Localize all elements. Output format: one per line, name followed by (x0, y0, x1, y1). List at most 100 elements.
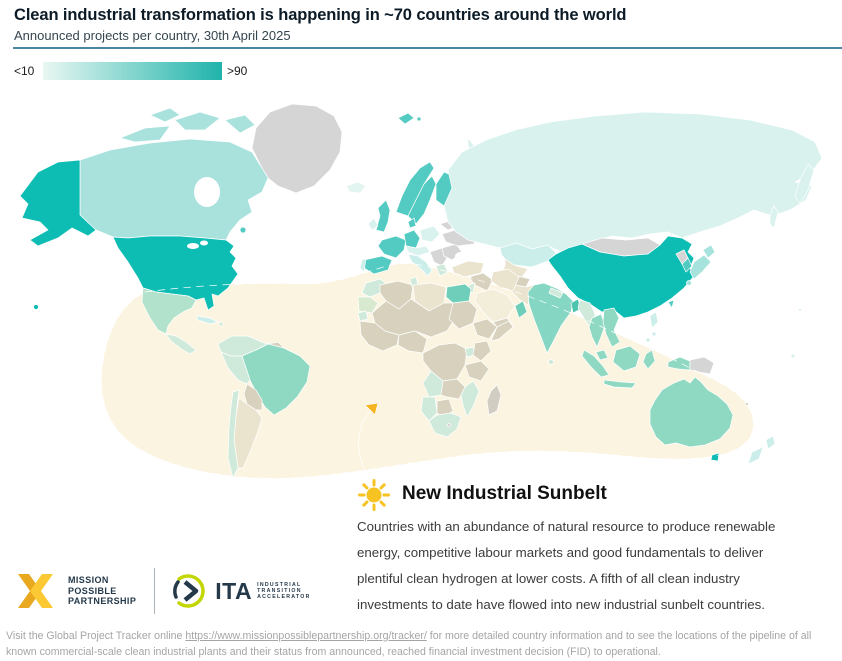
ita-logo-mark (173, 574, 205, 608)
portugal (359, 257, 367, 273)
kenya (472, 340, 492, 362)
chile (227, 389, 240, 479)
country-mexico (141, 287, 197, 335)
philippine-isle (651, 331, 657, 337)
great-lake (187, 243, 199, 249)
footer-after-link: for more detailed country information an… (6, 630, 812, 658)
maritimes-patch (239, 226, 247, 234)
kamchatka (794, 163, 815, 205)
somalia (490, 320, 514, 342)
mpp-line: POSSIBLE (68, 585, 117, 596)
tasmania (710, 452, 720, 462)
philippine-isle (645, 337, 651, 343)
hudson-bay (194, 177, 220, 207)
svalbard-isle (416, 116, 422, 122)
germany (403, 229, 421, 249)
congo-basin (422, 342, 468, 382)
mauritania (357, 296, 379, 314)
legend-min-label: <10 (14, 64, 35, 78)
arctic-island (174, 111, 221, 131)
page-title: Clean industrial transformation is happe… (14, 6, 627, 24)
south-africa (428, 412, 462, 438)
pacific-isle (790, 353, 796, 359)
nepal (548, 287, 564, 299)
svalbard (397, 112, 415, 125)
legend-max-label: >90 (227, 64, 248, 78)
tanzania (464, 360, 490, 382)
footer-text: Visit the Global Project Tracker online … (6, 628, 838, 660)
annotation-body: Countries with an abundance of natural r… (357, 519, 776, 612)
logo-divider (154, 568, 156, 614)
logo-bar: MISSION POSSIBLE PARTNERSHIP ITA INDUSTR… (12, 565, 311, 617)
tracker-link[interactable]: https://www.missionpossiblepartnership.o… (185, 630, 427, 642)
annotation-arrow-head (364, 402, 379, 416)
header-divider (13, 47, 842, 49)
oman (514, 300, 528, 319)
ita-line: INDUSTRIAL (257, 581, 302, 588)
ethiopia (472, 318, 498, 340)
namibia (420, 396, 438, 422)
black-sea (455, 251, 471, 261)
zambia-zimbabwe (440, 378, 466, 400)
caspian-sea (496, 255, 506, 271)
new-caledonia (745, 402, 749, 406)
vietnam-laos (602, 307, 621, 348)
ita-line: TRANSITION (257, 587, 302, 594)
ita-acronym: ITA (215, 577, 253, 604)
arctic-island (119, 125, 171, 143)
country-india (527, 282, 574, 354)
country-canada (79, 138, 269, 241)
annotation-arrow (358, 407, 374, 478)
sunbelt-border (101, 263, 754, 479)
ita-logo: ITA INDUSTRIAL TRANSITION ACCELERATOR (171, 572, 310, 610)
egypt (445, 283, 472, 304)
south-korea (681, 257, 693, 273)
mpp-line: PARTNERSHIP (68, 596, 137, 607)
country-alaska (19, 159, 97, 247)
senegal (357, 310, 369, 322)
cuba (195, 315, 219, 325)
pacific-isle (798, 308, 802, 312)
sakhalin (769, 205, 779, 229)
japan-honshu (689, 254, 712, 280)
new-zealand-north (765, 435, 776, 450)
malaysia (595, 349, 609, 361)
iran (490, 268, 520, 292)
great-lake (200, 240, 208, 246)
lesotho (446, 422, 452, 428)
country-greenland (251, 103, 343, 194)
japan-kyushu (686, 280, 692, 286)
ita-line: ACCELERATOR (257, 594, 311, 601)
footer-before-link: Visit the Global Project Tracker online (6, 630, 186, 642)
angola (422, 370, 444, 398)
ireland (367, 217, 379, 231)
denmark (407, 217, 417, 229)
new-zealand-south (747, 446, 764, 465)
ita-logo-text: INDUSTRIAL TRANSITION ACCELERATOR (257, 582, 311, 601)
country-china (547, 235, 695, 319)
mpp-line: MISSION (68, 575, 109, 586)
papua-new-guinea (689, 356, 715, 375)
legend-gradient-bar (43, 62, 222, 80)
central-america (165, 333, 197, 355)
country-australia (649, 376, 734, 448)
poland (419, 225, 441, 243)
japan-hokkaido (702, 244, 716, 259)
taiwan (667, 299, 675, 309)
mpp-logo-text: MISSION POSSIBLE PARTNERSHIP (68, 575, 136, 607)
page-subtitle: Announced projects per country, 30th Apr… (14, 28, 291, 43)
mpp-logo-mark (18, 574, 53, 608)
sri-lanka (548, 359, 554, 365)
peru (220, 351, 251, 385)
thailand (588, 313, 606, 348)
sunbelt-overlay (101, 263, 754, 479)
iceland (345, 181, 367, 194)
france (377, 235, 407, 259)
annotation-heading: New Industrial Sunbelt (402, 483, 607, 504)
arctic-island (224, 114, 256, 134)
arctic-island (149, 107, 181, 123)
sun-icon (358, 479, 390, 511)
hawaii (33, 304, 39, 310)
bolivia-paraguay (243, 383, 263, 411)
